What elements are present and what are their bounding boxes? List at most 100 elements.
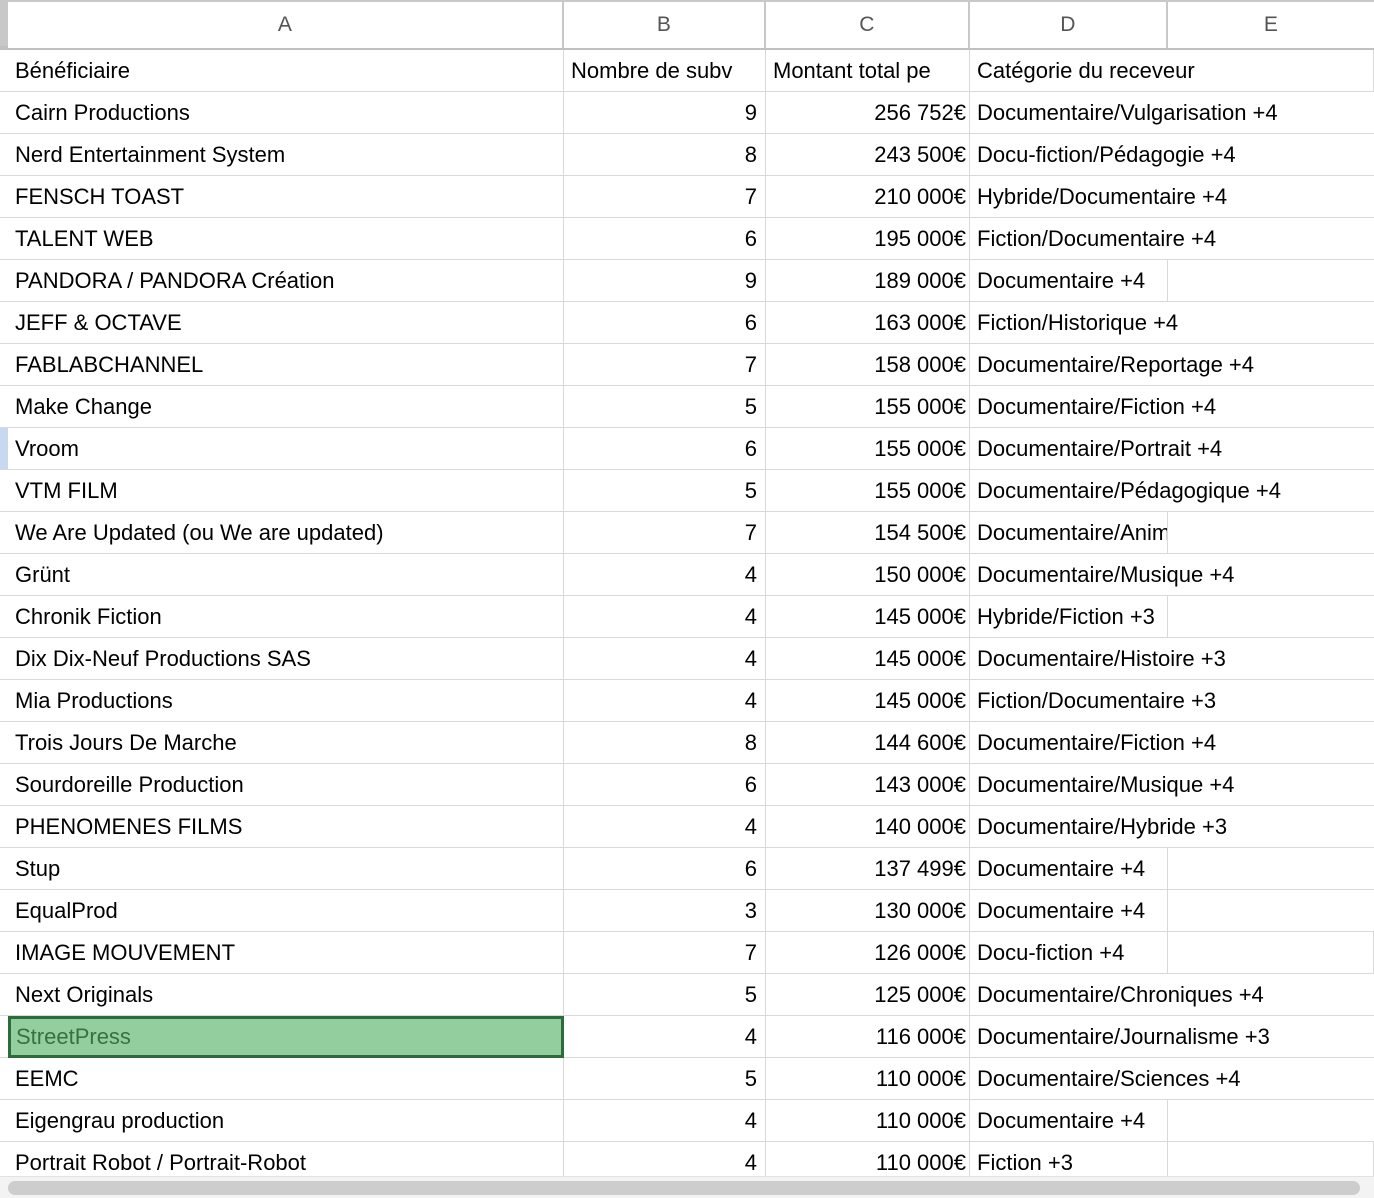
table-row[interactable]: Next Originals 5 125 000€ Documentaire/Chro… (0, 974, 1374, 1016)
cell-beneficiaire[interactable]: Mia Productions (8, 680, 564, 722)
table-row[interactable]: JEFF & OCTAVE 6 163 000€ Fiction/Historique… (0, 302, 1374, 344)
cell-nombre-subventions[interactable]: 6 (564, 218, 766, 260)
cell-categorie-receveur[interactable]: Documentaire/Fiction +4 (970, 722, 1217, 764)
cell-beneficiaire[interactable]: EEMC (8, 1058, 564, 1100)
cell-categorie-receveur[interactable]: Documentaire/Reportage +4 (970, 344, 1254, 386)
table-row[interactable]: VTM FILM 5 155 000€ Documentaire/Pédagogiqu… (0, 470, 1374, 512)
row-marker[interactable] (0, 554, 8, 596)
cell-column-e[interactable] (1168, 848, 1374, 890)
cell-nombre-subventions[interactable]: 4 (564, 1142, 766, 1176)
grid-body[interactable]: Bénéficiaire Nombre de subv Montant total … (0, 50, 1374, 1176)
cell-beneficiaire[interactable]: FENSCH TOAST (8, 176, 564, 218)
select-all-corner[interactable] (0, 0, 8, 48)
cell-beneficiaire[interactable]: Next Originals (8, 974, 564, 1016)
header-cell-montant-total[interactable]: Montant total pe (766, 50, 970, 92)
row-marker[interactable] (0, 722, 8, 764)
table-row[interactable]: Grünt 4 150 000€ Documentaire/Musique +4 (0, 554, 1374, 596)
cell-column-e[interactable] (1168, 932, 1374, 974)
column-header-c[interactable]: C (766, 0, 970, 48)
table-row[interactable]: PANDORA / PANDORA Création 9 189 000€ Docum… (0, 260, 1374, 302)
cell-montant-total[interactable]: 210 000€ (766, 176, 970, 218)
cell-montant-total[interactable]: 125 000€ (766, 974, 970, 1016)
row-marker[interactable] (0, 50, 8, 92)
column-header-d[interactable]: D (970, 0, 1168, 48)
cell-montant-total[interactable]: 110 000€ (766, 1058, 970, 1100)
table-row[interactable]: Trois Jours De Marche 8 144 600€ Documentai… (0, 722, 1374, 764)
row-marker[interactable] (0, 218, 8, 260)
cell-nombre-subventions[interactable]: 4 (564, 596, 766, 638)
cell-categorie-receveur[interactable]: Fiction/Documentaire +3 (970, 680, 1217, 722)
cell-categorie-receveur[interactable]: Docu-fiction/Pédagogie +4 (970, 134, 1236, 176)
cell-column-e[interactable] (1168, 890, 1374, 932)
cell-beneficiaire[interactable]: Chronik Fiction (8, 596, 564, 638)
table-row[interactable]: IMAGE MOUVEMENT 7 126 000€ Docu-fiction +4 (0, 932, 1374, 974)
cell-column-e[interactable] (1168, 1100, 1374, 1142)
horizontal-scrollbar[interactable] (0, 1176, 1374, 1198)
table-row[interactable]: Portrait Robot / Portrait-Robot 4 110 000€… (0, 1142, 1374, 1176)
cell-column-e[interactable] (1168, 1142, 1374, 1176)
cell-categorie-receveur[interactable]: Hybride/Fiction +3 (970, 596, 1168, 638)
cell-beneficiaire[interactable]: We Are Updated (ou We are updated) (8, 512, 564, 554)
row-marker[interactable] (0, 134, 8, 176)
row-marker[interactable] (0, 1142, 8, 1176)
row-marker[interactable] (0, 974, 8, 1016)
cell-nombre-subventions[interactable]: 8 (564, 722, 766, 764)
row-marker[interactable] (0, 806, 8, 848)
row-marker[interactable] (0, 764, 8, 806)
table-row[interactable]: Make Change 5 155 000€ Documentaire/Fiction… (0, 386, 1374, 428)
cell-beneficiaire-selected[interactable]: StreetPress (8, 1016, 564, 1058)
cell-nombre-subventions[interactable]: 6 (564, 848, 766, 890)
cell-montant-total[interactable]: 144 600€ (766, 722, 970, 764)
cell-categorie-receveur[interactable]: Documentaire/Chroniques +4 (970, 974, 1264, 1016)
cell-nombre-subventions[interactable]: 7 (564, 512, 766, 554)
cell-montant-total[interactable]: 145 000€ (766, 596, 970, 638)
row-marker[interactable] (0, 1100, 8, 1142)
header-cell-categorie-receveur[interactable]: Catégorie du receveur (970, 50, 1195, 92)
row-marker[interactable] (0, 176, 8, 218)
cell-beneficiaire[interactable]: VTM FILM (8, 470, 564, 512)
table-row[interactable]: Cairn Productions 9 256 752€ Documentaire/V… (0, 92, 1374, 134)
table-row[interactable]: Chronik Fiction 4 145 000€ Hybride/Fiction … (0, 596, 1374, 638)
table-row[interactable]: Dix Dix-Neuf Productions SAS 4 145 000€ Doc… (0, 638, 1374, 680)
cell-beneficiaire[interactable]: Grünt (8, 554, 564, 596)
cell-montant-total[interactable]: 154 500€ (766, 512, 970, 554)
cell-beneficiaire[interactable]: IMAGE MOUVEMENT (8, 932, 564, 974)
table-row[interactable]: Sourdoreille Production 6 143 000€ Document… (0, 764, 1374, 806)
cell-categorie-receveur[interactable]: Documentaire/Sciences +4 (970, 1058, 1241, 1100)
cell-montant-total[interactable]: 163 000€ (766, 302, 970, 344)
table-row[interactable]: Vroom 6 155 000€ Documentaire/Portrait +4 (0, 428, 1374, 470)
table-header-row[interactable]: Bénéficiaire Nombre de subv Montant total … (0, 50, 1374, 92)
cell-nombre-subventions[interactable]: 6 (564, 428, 766, 470)
cell-nombre-subventions[interactable]: 8 (564, 134, 766, 176)
cell-categorie-receveur[interactable]: Documentaire/Journalisme +3 (970, 1016, 1270, 1058)
row-marker[interactable] (0, 1058, 8, 1100)
cell-column-e[interactable] (1168, 596, 1374, 638)
cell-nombre-subventions[interactable]: 7 (564, 344, 766, 386)
cell-nombre-subventions[interactable]: 4 (564, 806, 766, 848)
cell-nombre-subventions[interactable]: 6 (564, 302, 766, 344)
cell-beneficiaire[interactable]: Trois Jours De Marche (8, 722, 564, 764)
cell-montant-total[interactable]: 158 000€ (766, 344, 970, 386)
cell-categorie-receveur[interactable]: Fiction +3 (970, 1142, 1168, 1176)
cell-beneficiaire[interactable]: Vroom (8, 428, 564, 470)
table-row[interactable]: Nerd Entertainment System 8 243 500€ Docu-f… (0, 134, 1374, 176)
cell-nombre-subventions[interactable]: 9 (564, 260, 766, 302)
cell-nombre-subventions[interactable]: 5 (564, 470, 766, 512)
cell-beneficiaire[interactable]: PANDORA / PANDORA Création (8, 260, 564, 302)
row-marker[interactable] (0, 260, 8, 302)
cell-montant-total[interactable]: 116 000€ (766, 1016, 970, 1058)
row-marker[interactable] (0, 1016, 8, 1058)
cell-categorie-receveur[interactable]: Documentaire/Histoire +3 (970, 638, 1226, 680)
cell-beneficiaire[interactable]: PHENOMENES FILMS (8, 806, 564, 848)
cell-montant-total[interactable]: 130 000€ (766, 890, 970, 932)
cell-montant-total[interactable]: 155 000€ (766, 428, 970, 470)
cell-montant-total[interactable]: 155 000€ (766, 470, 970, 512)
cell-categorie-receveur[interactable]: Documentaire/Musique +4 (970, 764, 1235, 806)
cell-categorie-receveur[interactable]: Docu-fiction +4 (970, 932, 1168, 974)
cell-nombre-subventions[interactable]: 4 (564, 680, 766, 722)
cell-nombre-subventions[interactable]: 4 (564, 554, 766, 596)
cell-nombre-subventions[interactable]: 7 (564, 176, 766, 218)
cell-montant-total[interactable]: 155 000€ (766, 386, 970, 428)
cell-nombre-subventions[interactable]: 6 (564, 764, 766, 806)
